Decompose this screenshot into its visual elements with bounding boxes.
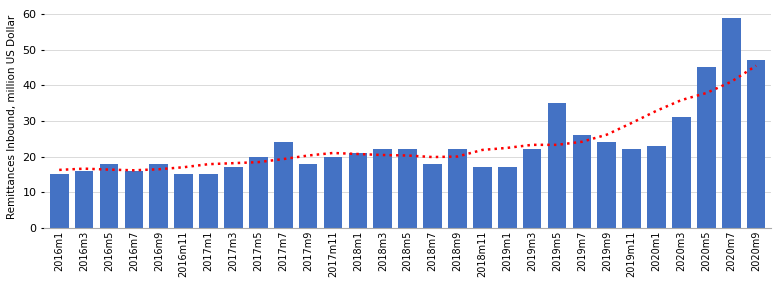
Bar — [523, 149, 541, 228]
Bar — [75, 171, 93, 228]
Bar — [249, 156, 268, 228]
Bar — [174, 174, 193, 228]
Bar — [199, 174, 218, 228]
Bar — [548, 103, 566, 228]
Y-axis label: Remittances Inbound, million US Dollar: Remittances Inbound, million US Dollar — [7, 15, 17, 220]
Bar — [598, 142, 616, 228]
Bar — [672, 117, 691, 228]
Bar — [373, 149, 392, 228]
Bar — [423, 164, 442, 228]
Bar — [349, 153, 367, 228]
Bar — [50, 174, 68, 228]
Bar — [324, 156, 342, 228]
Bar — [224, 167, 243, 228]
Bar — [747, 60, 766, 228]
Bar — [149, 164, 168, 228]
Bar — [573, 135, 591, 228]
Bar — [274, 142, 293, 228]
Bar — [398, 149, 417, 228]
Bar — [697, 68, 716, 228]
Bar — [124, 171, 143, 228]
Bar — [299, 164, 317, 228]
Bar — [473, 167, 492, 228]
Bar — [722, 18, 741, 228]
Bar — [647, 146, 666, 228]
Bar — [622, 149, 641, 228]
Bar — [498, 167, 517, 228]
Bar — [100, 164, 118, 228]
Bar — [448, 149, 467, 228]
